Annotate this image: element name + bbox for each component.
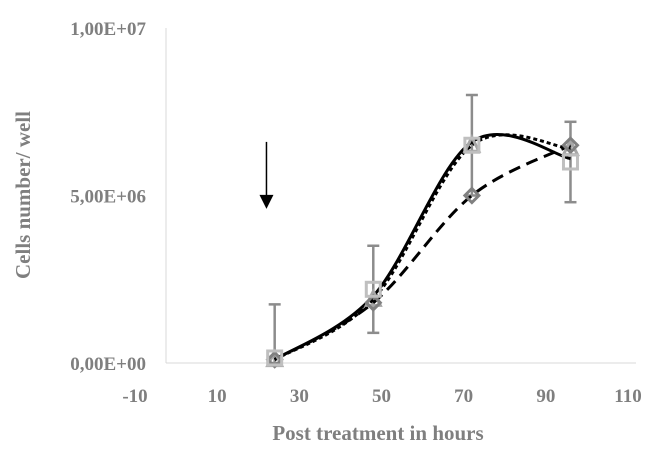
x-tick-label: 50 [372, 386, 391, 407]
data-point-diamond [265, 350, 284, 369]
x-tick-label: 110 [614, 386, 641, 407]
x-tick-label: 10 [208, 386, 227, 407]
data-point-square [463, 136, 481, 154]
data-point-square [561, 153, 579, 171]
x-tick-label: 70 [454, 386, 473, 407]
y-tick-label: 5,00E+06 [70, 187, 146, 208]
x-tick-label: -10 [122, 386, 147, 407]
x-tick-label: 90 [536, 386, 555, 407]
data-point-diamond [561, 136, 580, 155]
x-axis-title: Post treatment in hours [272, 421, 483, 445]
data-point-diamond [462, 186, 482, 205]
data-point-square [266, 349, 284, 367]
data-point-diamond [364, 293, 383, 312]
series-line-dotted [273, 133, 571, 361]
series-line-solid [273, 133, 571, 361]
series-line-dashed [273, 143, 572, 361]
data-point-square [364, 280, 382, 298]
y-axis-title: Cells number/ well [11, 111, 35, 279]
x-tick-label: 30 [290, 386, 309, 407]
y-tick-label: 1,00E+07 [70, 19, 146, 40]
y-tick-label: 0,00E+00 [70, 354, 146, 375]
arrow-head [259, 194, 274, 209]
